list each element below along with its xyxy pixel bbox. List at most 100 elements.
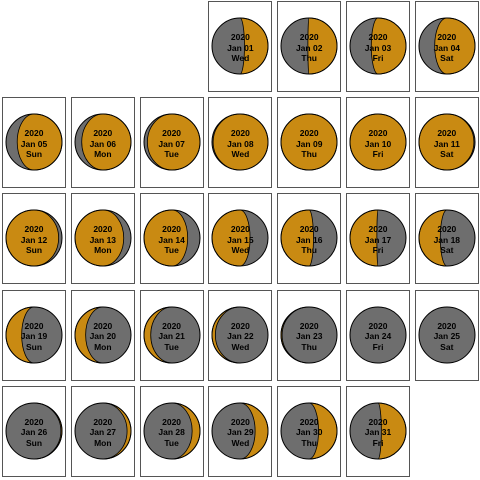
moon-outline [418, 113, 476, 171]
day-cell: 2020 Jan 29 Wed [208, 385, 273, 477]
moon-icon [211, 306, 269, 364]
day-date: Jan 26 [20, 427, 48, 438]
day-cell: 2020 Jan 15 Wed [208, 193, 273, 285]
day-weekday: Wed [231, 245, 250, 256]
day-label: 2020 Jan 04 Sat [416, 32, 478, 64]
day-date: Jan 21 [158, 331, 185, 342]
day-year: 2020 [299, 224, 319, 235]
day-label: 2020 Jan 16 Thu [278, 224, 340, 256]
day-date: Jan 13 [89, 234, 117, 245]
day-cell: 2020 Jan 26 Sun [2, 385, 66, 477]
day-weekday: Tue [164, 149, 179, 160]
moon-icon [143, 402, 201, 460]
day-year: 2020 [368, 224, 388, 235]
day-weekday: Sun [25, 245, 43, 256]
day-year: 2020 [299, 32, 319, 42]
moon-dark-disc [6, 402, 62, 459]
day-year: 2020 [230, 128, 250, 139]
day-weekday: Mon [94, 437, 112, 448]
day-weekday: Wed [231, 341, 250, 352]
day-cell: 2020 Jan 27 Mon [70, 385, 135, 477]
day-year: 2020 [93, 416, 113, 427]
day-year: 2020 [93, 128, 113, 139]
day-weekday: Thu [301, 245, 317, 256]
day-weekday: Wed [231, 53, 250, 63]
moon-icon [74, 209, 132, 267]
day-cell: 2020 Jan 22 Wed [208, 289, 273, 381]
day-weekday: Fri [372, 53, 384, 63]
moon-outline [5, 113, 63, 171]
day-year: 2020 [162, 128, 182, 139]
day-year: 2020 [299, 128, 319, 139]
day-weekday: Mon [94, 341, 112, 352]
day-cell: 2020 Jan 16 Thu [277, 193, 342, 285]
day-label: 2020 Jan 25 Sat [416, 321, 478, 353]
day-date: Jan 01 [227, 42, 254, 53]
moon-outline [5, 402, 63, 460]
moon-icon [418, 306, 476, 364]
day-year: 2020 [368, 416, 388, 427]
moon-dark-disc [74, 402, 131, 459]
day-year: 2020 [299, 320, 319, 331]
moon-dark-disc [212, 306, 269, 363]
day-label: 2020 Jan 19 Sun [3, 321, 65, 353]
day-label: 2020 Jan 09 Thu [278, 128, 340, 160]
moon-icon [143, 306, 201, 364]
moon-outline [349, 17, 407, 75]
day-date: Jan 09 [295, 138, 323, 149]
moon-icon [143, 113, 201, 171]
moon-outline [143, 113, 201, 171]
day-label: 2020 Jan 15 Wed [209, 224, 271, 256]
day-label: 2020 Jan 26 Sun [3, 417, 65, 449]
moon-outline [349, 306, 407, 364]
day-cell: 2020 Jan 23 Thu [277, 289, 342, 381]
day-year: 2020 [162, 224, 182, 235]
day-date: Jan 08 [227, 138, 254, 149]
day-year: 2020 [437, 32, 457, 42]
moon-icon [418, 113, 476, 171]
moon-dark-disc [350, 306, 406, 363]
day-year: 2020 [93, 320, 113, 331]
day-label: 2020 Jan 28 Tue [141, 417, 203, 449]
moon-outline [349, 402, 407, 460]
day-cell: 2020 Jan 08 Wed [208, 97, 273, 189]
day-label: 2020 Jan 31 Fri [347, 417, 409, 449]
moon-outline [143, 209, 201, 267]
day-year: 2020 [230, 32, 250, 42]
day-cell: 2020 Jan 21 Tue [139, 289, 204, 381]
day-date: Jan 18 [433, 234, 461, 245]
moon-outline [74, 402, 132, 460]
day-weekday: Sun [25, 437, 43, 448]
day-cell: 2020 Jan 04 Sat [414, 1, 479, 92]
moon-icon [280, 17, 338, 75]
day-date: Jan 14 [158, 234, 185, 245]
day-label: 2020 Jan 21 Tue [141, 321, 203, 353]
moon-icon [349, 17, 407, 75]
moon-outline [211, 402, 269, 460]
moon-outline [280, 209, 338, 267]
day-cell: 2020 Jan 30 Thu [277, 385, 342, 477]
moon-outline [349, 113, 407, 171]
day-label: 2020 Jan 23 Thu [278, 321, 340, 353]
moon-icon [211, 17, 269, 75]
moon-outline [74, 306, 132, 364]
day-date: Jan 24 [364, 331, 392, 342]
day-weekday: Sat [440, 149, 454, 160]
day-cell: 2020 Jan 02 Thu [277, 1, 342, 92]
day-weekday: Fri [372, 341, 384, 352]
day-date: Jan 06 [89, 138, 117, 149]
day-label: 2020 Jan 06 Mon [72, 128, 134, 160]
day-label: 2020 Jan 05 Sun [3, 128, 65, 160]
day-date: Jan 11 [433, 138, 460, 149]
day-year: 2020 [437, 224, 457, 235]
moon-outline [143, 306, 201, 364]
day-label: 2020 Jan 20 Mon [72, 321, 134, 353]
day-label: 2020 Jan 17 Fri [347, 224, 409, 256]
day-year: 2020 [299, 416, 319, 427]
day-weekday: Thu [301, 149, 317, 160]
day-label: 2020 Jan 01 Wed [209, 32, 271, 64]
day-date: Jan 28 [158, 427, 185, 438]
moon-outline [280, 17, 338, 75]
day-date: Jan 10 [364, 138, 392, 149]
